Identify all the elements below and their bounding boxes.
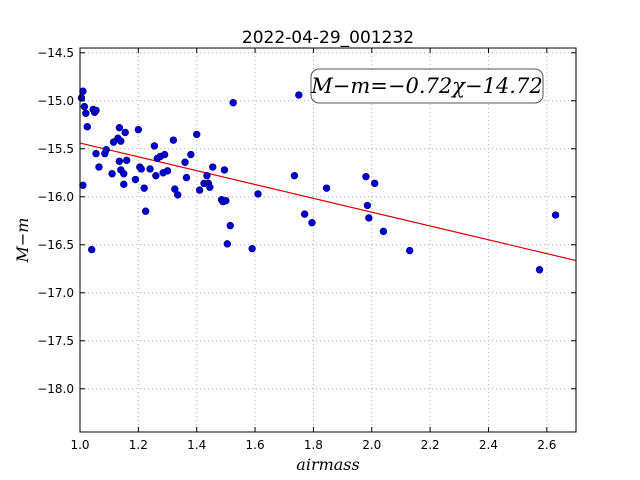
y-tick-label: −14.5 (37, 46, 74, 60)
data-point (187, 150, 195, 159)
data-point (206, 183, 214, 191)
fit-equation-annotation: M−m=−0.72χ−14.72 (310, 68, 544, 104)
fit-line-group (79, 142, 577, 262)
data-point (163, 167, 172, 175)
data-point (229, 99, 237, 107)
data-point (92, 106, 100, 115)
data-point (300, 210, 309, 218)
data-point (363, 201, 372, 210)
data-point (79, 181, 87, 189)
data-point (95, 163, 103, 171)
y-tick-label: −15.5 (37, 142, 74, 156)
data-point (92, 149, 100, 158)
x-tick-label: 1.0 (70, 438, 89, 452)
data-point (171, 185, 179, 193)
tick-marks (79, 48, 576, 432)
data-point (308, 219, 316, 227)
data-point (146, 165, 154, 173)
data-point (115, 123, 124, 132)
y-tick-labels: −14.5 −15.0 −15.5 −16.0 −16.5 −17.0 −17.5 −18.0 (37, 46, 74, 396)
data-point (115, 157, 124, 165)
data-point (220, 166, 229, 174)
data-point (223, 240, 232, 248)
data-point (137, 165, 145, 173)
data-point (108, 170, 116, 178)
x-tick-label: 2.2 (421, 438, 440, 452)
x-tick-label: 1.8 (304, 438, 323, 452)
data-point (152, 171, 160, 180)
y-tick-label: −15.0 (37, 94, 74, 108)
x-tick-label: 1.2 (129, 438, 148, 452)
y-axis-label: M−m (13, 218, 32, 264)
data-point (121, 128, 129, 137)
data-point (551, 211, 560, 219)
data-point (379, 227, 388, 236)
data-point (290, 171, 299, 180)
data-point (226, 221, 234, 230)
x-tick-label: 2.6 (537, 438, 556, 452)
data-point (365, 214, 373, 222)
x-tick-label: 1.4 (187, 438, 206, 452)
y-tick-label: −17.0 (37, 286, 74, 300)
data-point (117, 137, 125, 145)
data-point (248, 244, 256, 253)
annotation-text: M−m=−0.72χ−14.72 (310, 74, 542, 98)
chart-title: 2022-04-29_001232 (242, 28, 414, 48)
data-point (122, 156, 131, 165)
data-point (80, 102, 89, 111)
data-point (195, 186, 204, 194)
data-point (120, 170, 128, 178)
data-point (79, 87, 87, 95)
data-point (295, 91, 303, 99)
data-points (77, 87, 560, 274)
fit-line (79, 142, 577, 262)
y-tick-label: −16.0 (37, 190, 74, 204)
x-tick-labels: 1.0 1.2 1.4 1.6 1.8 2.0 2.2 2.4 2.6 (70, 438, 556, 452)
data-point (140, 184, 148, 192)
data-point (535, 266, 544, 274)
data-point (254, 190, 262, 198)
data-point (362, 172, 370, 181)
data-point (322, 184, 331, 192)
x-tick-label: 2.4 (479, 438, 498, 452)
data-point (181, 158, 189, 166)
data-point (370, 179, 379, 188)
data-point (203, 171, 211, 180)
data-point (120, 180, 128, 189)
data-point (169, 136, 178, 144)
data-point (150, 142, 159, 150)
data-point (102, 146, 110, 154)
data-point (134, 125, 143, 134)
data-point (209, 163, 217, 171)
data-point (87, 245, 96, 254)
data-point (141, 207, 150, 215)
data-point (182, 173, 191, 182)
data-point (174, 191, 182, 199)
x-tick-label: 1.6 (246, 438, 265, 452)
data-point (193, 130, 201, 139)
y-tick-label: −16.5 (37, 238, 74, 252)
y-tick-label: −18.0 (37, 382, 74, 396)
x-tick-label: 2.0 (362, 438, 381, 452)
data-point (222, 196, 230, 205)
y-tick-label: −17.5 (37, 334, 74, 348)
data-point (405, 246, 414, 255)
x-axis-label: airmass (296, 455, 359, 474)
plot-frame (79, 47, 577, 433)
data-point (131, 175, 140, 184)
data-point (82, 109, 90, 117)
data-point (160, 150, 169, 159)
annotation-box (310, 68, 544, 104)
data-point (83, 123, 91, 131)
